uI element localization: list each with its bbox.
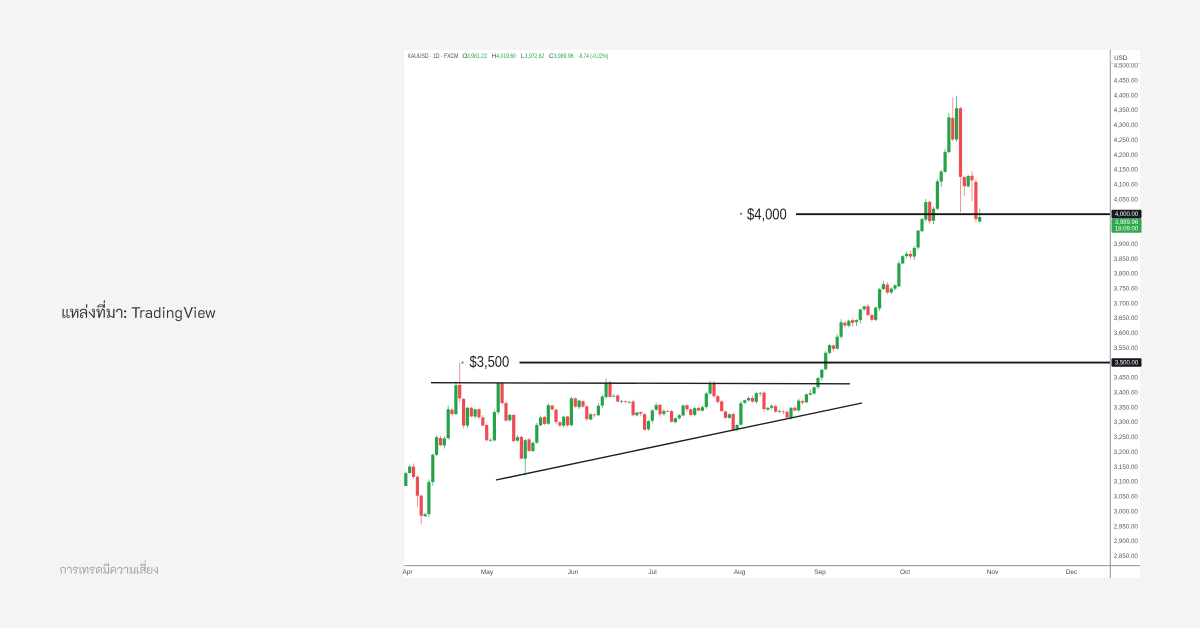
svg-text:May: May bbox=[481, 569, 494, 576]
svg-text:3,650.00: 3,650.00 bbox=[1114, 315, 1139, 322]
svg-text:4,300.00: 4,300.00 bbox=[1114, 122, 1139, 129]
svg-text:Nov: Nov bbox=[987, 569, 999, 576]
svg-text:3,800.00: 3,800.00 bbox=[1114, 271, 1139, 278]
svg-text:3,900.00: 3,900.00 bbox=[1114, 241, 1139, 248]
svg-text:3,972.62: 3,972.62 bbox=[525, 53, 545, 60]
svg-text:3,050.00: 3,050.00 bbox=[1114, 494, 1139, 501]
svg-text:3,300.00: 3,300.00 bbox=[1114, 419, 1139, 426]
svg-text:$3,500: $3,500 bbox=[470, 354, 510, 371]
svg-text:4,450.00: 4,450.00 bbox=[1114, 78, 1139, 85]
svg-text:4,019.60: 4,019.60 bbox=[496, 53, 516, 60]
svg-text:Sep: Sep bbox=[814, 569, 826, 576]
svg-text:3,850.00: 3,850.00 bbox=[1114, 256, 1139, 263]
svg-text:3,000.00: 3,000.00 bbox=[1114, 508, 1139, 515]
svg-text:L: L bbox=[521, 53, 525, 60]
svg-text:4,250.00: 4,250.00 bbox=[1114, 137, 1139, 144]
svg-text:4,000.00: 4,000.00 bbox=[1115, 212, 1139, 218]
svg-text:3,200.00: 3,200.00 bbox=[1114, 449, 1139, 456]
svg-text:3,750.00: 3,750.00 bbox=[1114, 286, 1139, 293]
svg-text:2,950.00: 2,950.00 bbox=[1114, 523, 1139, 530]
svg-text:3,550.00: 3,550.00 bbox=[1114, 345, 1139, 352]
svg-text:4,350.00: 4,350.00 bbox=[1114, 107, 1139, 114]
svg-text:4,100.00: 4,100.00 bbox=[1114, 182, 1139, 189]
svg-text:H: H bbox=[492, 53, 497, 60]
svg-text:3,700.00: 3,700.00 bbox=[1114, 300, 1139, 307]
svg-text:Aug: Aug bbox=[734, 569, 746, 576]
svg-text:3,250.00: 3,250.00 bbox=[1114, 434, 1139, 441]
svg-text:3,981.22: 3,981.22 bbox=[467, 53, 487, 60]
svg-text:3,400.00: 3,400.00 bbox=[1114, 390, 1139, 397]
svg-text:Jun: Jun bbox=[568, 569, 579, 576]
svg-text:2,850.00: 2,850.00 bbox=[1114, 553, 1139, 560]
svg-text:USD: USD bbox=[1114, 55, 1128, 62]
svg-text:3,150.00: 3,150.00 bbox=[1114, 464, 1139, 471]
svg-text:4,200.00: 4,200.00 bbox=[1114, 152, 1139, 159]
svg-text:18:09:00: 18:09:00 bbox=[1115, 227, 1139, 233]
svg-text:O: O bbox=[462, 53, 467, 60]
svg-text:3,600.00: 3,600.00 bbox=[1114, 330, 1139, 337]
svg-text:C: C bbox=[549, 53, 554, 60]
svg-text:Oct: Oct bbox=[900, 569, 910, 576]
svg-text:3,350.00: 3,350.00 bbox=[1114, 404, 1139, 411]
svg-text:4,150.00: 4,150.00 bbox=[1114, 167, 1139, 174]
svg-text:Dec: Dec bbox=[1066, 569, 1078, 576]
svg-text:3,100.00: 3,100.00 bbox=[1114, 479, 1139, 486]
svg-text:3,989.96: 3,989.96 bbox=[554, 53, 574, 60]
svg-text:XAUUSD · 1D · FXCM: XAUUSD · 1D · FXCM bbox=[408, 53, 459, 60]
svg-text:3,450.00: 3,450.00 bbox=[1114, 375, 1139, 382]
svg-text:-8.74 (-0.22%): -8.74 (-0.22%) bbox=[578, 53, 608, 60]
svg-text:2,900.00: 2,900.00 bbox=[1114, 538, 1139, 545]
svg-text:$4,000: $4,000 bbox=[747, 206, 787, 223]
svg-text:Apr: Apr bbox=[402, 569, 413, 576]
svg-text:3,500.00: 3,500.00 bbox=[1115, 361, 1139, 367]
svg-text:4,500.00: 4,500.00 bbox=[1114, 63, 1139, 70]
svg-text:Jul: Jul bbox=[648, 569, 657, 576]
svg-text:4,400.00: 4,400.00 bbox=[1114, 92, 1139, 99]
svg-text:3,989.96: 3,989.96 bbox=[1115, 220, 1139, 226]
svg-text:4,050.00: 4,050.00 bbox=[1114, 196, 1139, 203]
